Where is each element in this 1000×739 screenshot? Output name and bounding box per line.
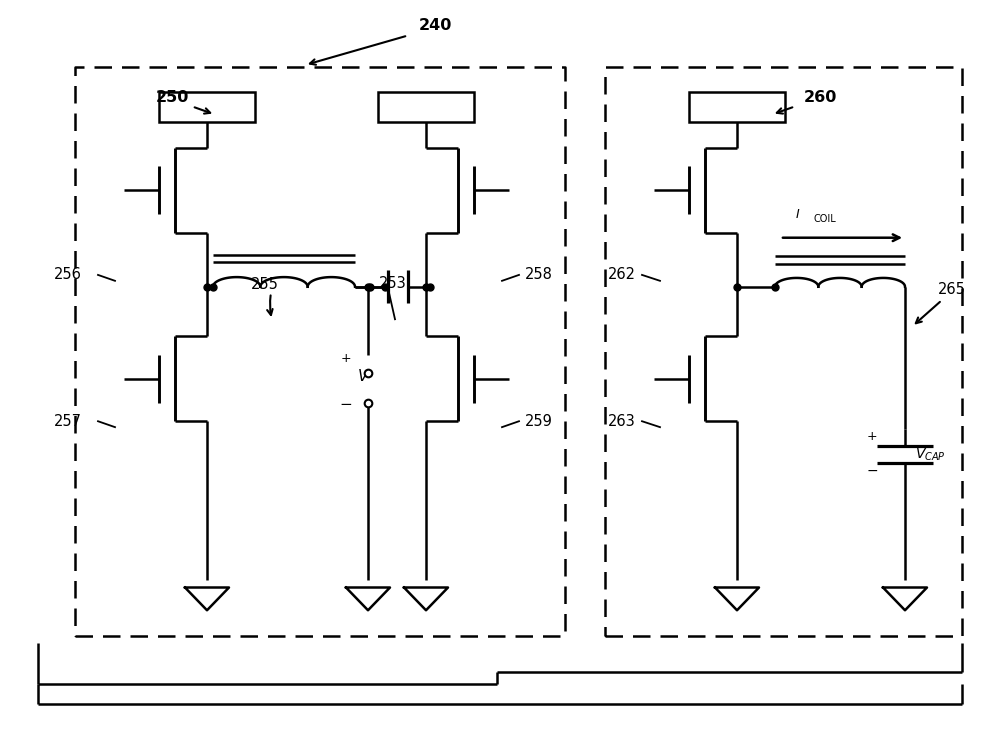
Text: 253: 253 xyxy=(379,276,407,290)
Bar xyxy=(159,92,255,122)
Text: 258: 258 xyxy=(525,268,553,282)
Text: $I$: $I$ xyxy=(795,208,800,220)
Text: +: + xyxy=(341,352,351,365)
Text: 257: 257 xyxy=(54,414,82,429)
Bar xyxy=(689,92,785,122)
Text: $V_{CAP}$: $V_{CAP}$ xyxy=(915,446,946,463)
Text: V: V xyxy=(358,370,368,384)
Text: −: − xyxy=(866,464,878,477)
Text: 263: 263 xyxy=(608,414,636,429)
Text: COIL: COIL xyxy=(813,214,836,224)
Text: 260: 260 xyxy=(803,90,837,105)
Text: 240: 240 xyxy=(418,18,452,33)
Text: 255: 255 xyxy=(251,277,279,292)
Text: 250: 250 xyxy=(155,90,189,105)
Text: 259: 259 xyxy=(525,414,553,429)
Text: 256: 256 xyxy=(54,268,82,282)
Bar xyxy=(378,92,474,122)
Text: −: − xyxy=(340,398,352,412)
Text: +: + xyxy=(867,429,877,443)
Text: 265: 265 xyxy=(938,282,966,297)
Text: 262: 262 xyxy=(608,268,636,282)
